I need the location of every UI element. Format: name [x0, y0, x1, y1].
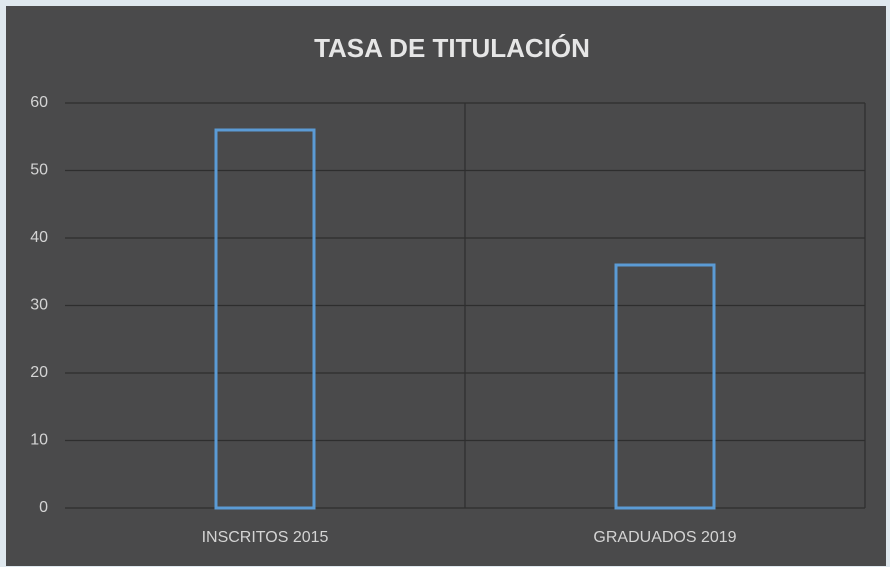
y-tick-label: 60 [30, 94, 48, 111]
y-tick-label: 40 [30, 229, 48, 246]
chart-background [6, 6, 886, 566]
y-tick-label: 0 [39, 499, 48, 516]
bar [214, 128, 316, 510]
y-tick-label: 20 [30, 364, 48, 381]
y-tick-label: 30 [30, 297, 48, 314]
x-tick-label: INSCRITOS 2015 [202, 529, 329, 546]
x-tick-label: GRADUADOS 2019 [593, 529, 736, 546]
bar [614, 263, 716, 510]
y-tick-label: 10 [30, 432, 48, 449]
chart-title: TASA DE TITULACIÓN [314, 33, 590, 63]
y-tick-label: 50 [30, 162, 48, 179]
